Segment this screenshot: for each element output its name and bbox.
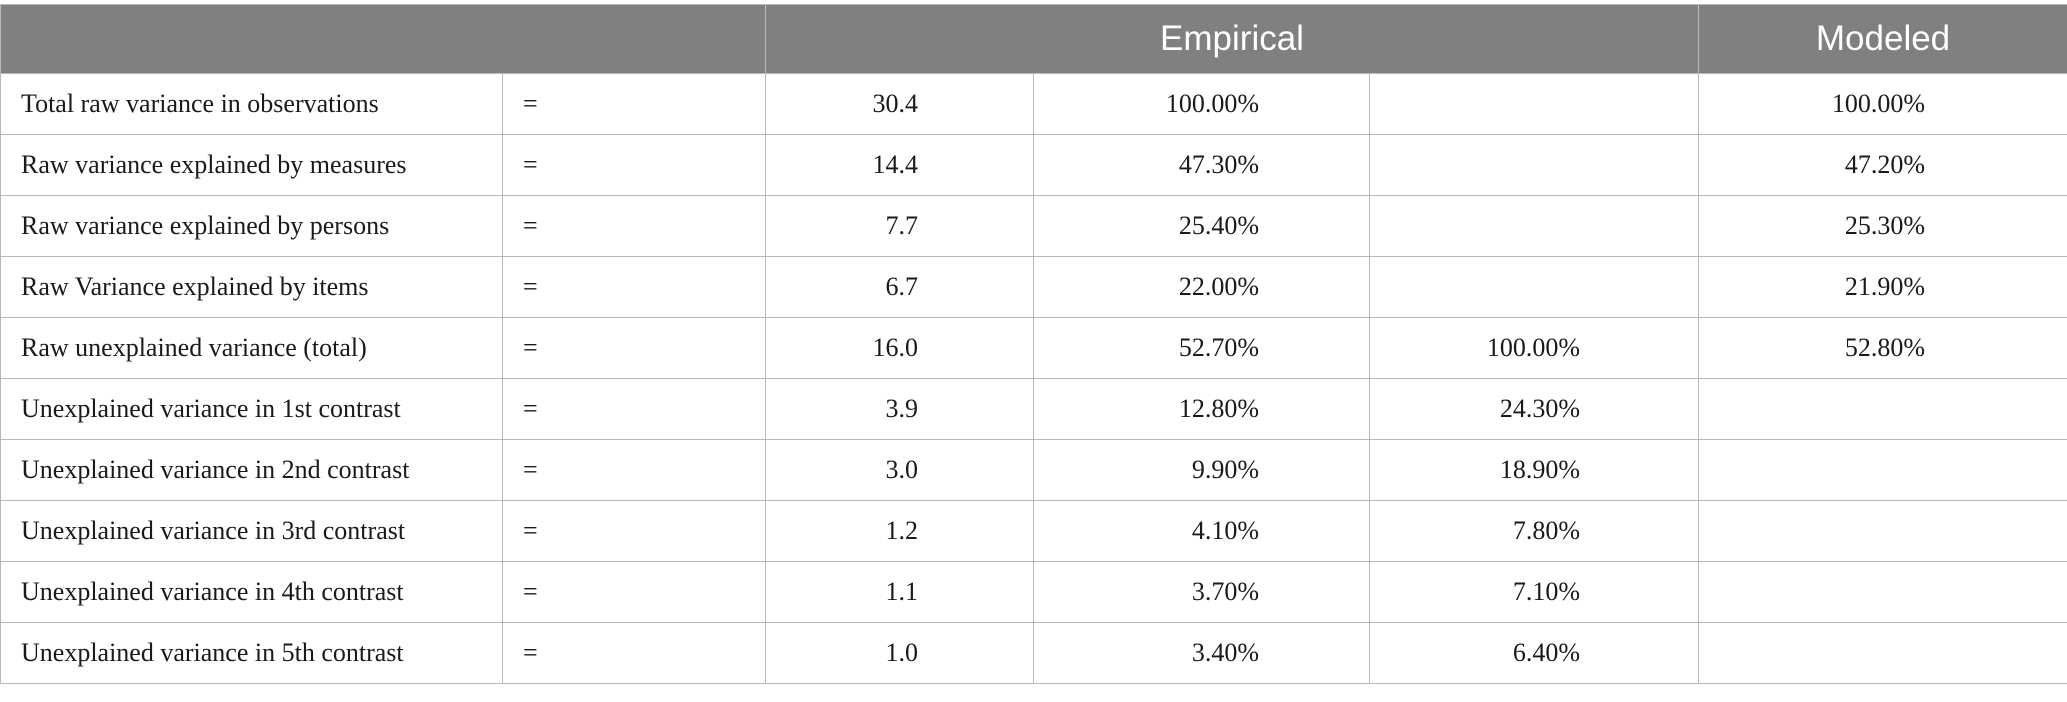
table-row: Unexplained variance in 2nd contrast = 3.0… xyxy=(0,439,2067,501)
variance-table: Empirical Modeled Total raw variance in … xyxy=(0,4,2067,684)
row-label: Raw unexplained variance (total) xyxy=(0,317,503,379)
row-label: Total raw variance in observations xyxy=(0,73,503,135)
modeled-percent: 52.80% xyxy=(1698,317,2067,379)
table-row: Raw variance explained by measures = 14.4 4… xyxy=(0,134,2067,196)
variance-value: 3.9 xyxy=(765,378,1034,440)
unexplained-percent: 18.90% xyxy=(1368,439,1700,501)
table-row: Unexplained variance in 1st contrast = 3.9… xyxy=(0,378,2067,440)
unexplained-percent: 24.30% xyxy=(1368,378,1700,440)
row-label: Unexplained variance in 1st contrast xyxy=(0,378,503,440)
empirical-percent: 9.90% xyxy=(1033,439,1370,501)
modeled-percent: 21.90% xyxy=(1698,256,2067,318)
equals-sign: = xyxy=(502,439,766,501)
unexplained-percent xyxy=(1368,134,1700,196)
empirical-percent: 12.80% xyxy=(1033,378,1370,440)
equals-sign: = xyxy=(502,134,766,196)
equals-sign: = xyxy=(502,256,766,318)
unexplained-percent: 7.10% xyxy=(1368,561,1700,623)
empirical-percent: 100.00% xyxy=(1033,73,1370,135)
row-label: Raw variance explained by measures xyxy=(0,134,503,196)
unexplained-percent: 7.80% xyxy=(1368,500,1700,562)
unexplained-percent: 6.40% xyxy=(1368,622,1700,684)
row-label: Raw Variance explained by items xyxy=(0,256,503,318)
table-row: Unexplained variance in 4th contrast = 1.1… xyxy=(0,561,2067,623)
equals-sign: = xyxy=(502,500,766,562)
variance-value: 16.0 xyxy=(765,317,1034,379)
modeled-percent xyxy=(1698,439,2067,501)
row-label: Unexplained variance in 2nd contrast xyxy=(0,439,503,501)
equals-sign: = xyxy=(502,622,766,684)
modeled-percent xyxy=(1698,561,2067,623)
row-label: Unexplained variance in 5th contrast xyxy=(0,622,503,684)
modeled-percent xyxy=(1698,378,2067,440)
empirical-percent: 47.30% xyxy=(1033,134,1370,196)
empirical-percent: 3.40% xyxy=(1033,622,1370,684)
equals-sign: = xyxy=(502,378,766,440)
variance-value: 1.0 xyxy=(765,622,1034,684)
table-row: Raw Variance explained by items = 6.7 22.00… xyxy=(0,256,2067,318)
row-label: Raw variance explained by persons xyxy=(0,195,503,257)
table-row: Total raw variance in observations = 30.4 1… xyxy=(0,73,2067,135)
variance-value: 30.4 xyxy=(765,73,1034,135)
empirical-percent: 4.10% xyxy=(1033,500,1370,562)
variance-value: 6.7 xyxy=(765,256,1034,318)
header-row: Empirical Modeled xyxy=(0,4,2067,74)
equals-sign: = xyxy=(502,317,766,379)
variance-value: 3.0 xyxy=(765,439,1034,501)
table-row: Unexplained variance in 3rd contrast = 1.2… xyxy=(0,500,2067,562)
table-row: Raw variance explained by persons = 7.7 25.… xyxy=(0,195,2067,257)
modeled-percent: 100.00% xyxy=(1698,73,2067,135)
empirical-percent: 22.00% xyxy=(1033,256,1370,318)
empirical-percent: 52.70% xyxy=(1033,317,1370,379)
header-blank-cell xyxy=(0,4,766,74)
table-body: Total raw variance in observations = 30.4 1… xyxy=(0,73,2067,684)
empirical-percent: 25.40% xyxy=(1033,195,1370,257)
variance-value: 14.4 xyxy=(765,134,1034,196)
modeled-percent xyxy=(1698,622,2067,684)
modeled-percent: 47.20% xyxy=(1698,134,2067,196)
empirical-percent: 3.70% xyxy=(1033,561,1370,623)
row-label: Unexplained variance in 3rd contrast xyxy=(0,500,503,562)
unexplained-percent xyxy=(1368,73,1700,135)
header-empirical: Empirical xyxy=(764,4,1700,74)
header-modeled: Modeled xyxy=(1698,4,2067,74)
unexplained-percent: 100.00% xyxy=(1368,317,1700,379)
table-row: Unexplained variance in 5th contrast = 1.0… xyxy=(0,622,2067,684)
table-row: Raw unexplained variance (total) = 16.0 52.… xyxy=(0,317,2067,379)
variance-value: 1.1 xyxy=(765,561,1034,623)
unexplained-percent xyxy=(1368,195,1700,257)
equals-sign: = xyxy=(502,195,766,257)
variance-value: 1.2 xyxy=(765,500,1034,562)
modeled-percent: 25.30% xyxy=(1698,195,2067,257)
modeled-percent xyxy=(1698,500,2067,562)
equals-sign: = xyxy=(502,561,766,623)
variance-value: 7.7 xyxy=(765,195,1034,257)
equals-sign: = xyxy=(502,73,766,135)
unexplained-percent xyxy=(1368,256,1700,318)
table-header: Empirical Modeled xyxy=(0,4,2067,74)
row-label: Unexplained variance in 4th contrast xyxy=(0,561,503,623)
